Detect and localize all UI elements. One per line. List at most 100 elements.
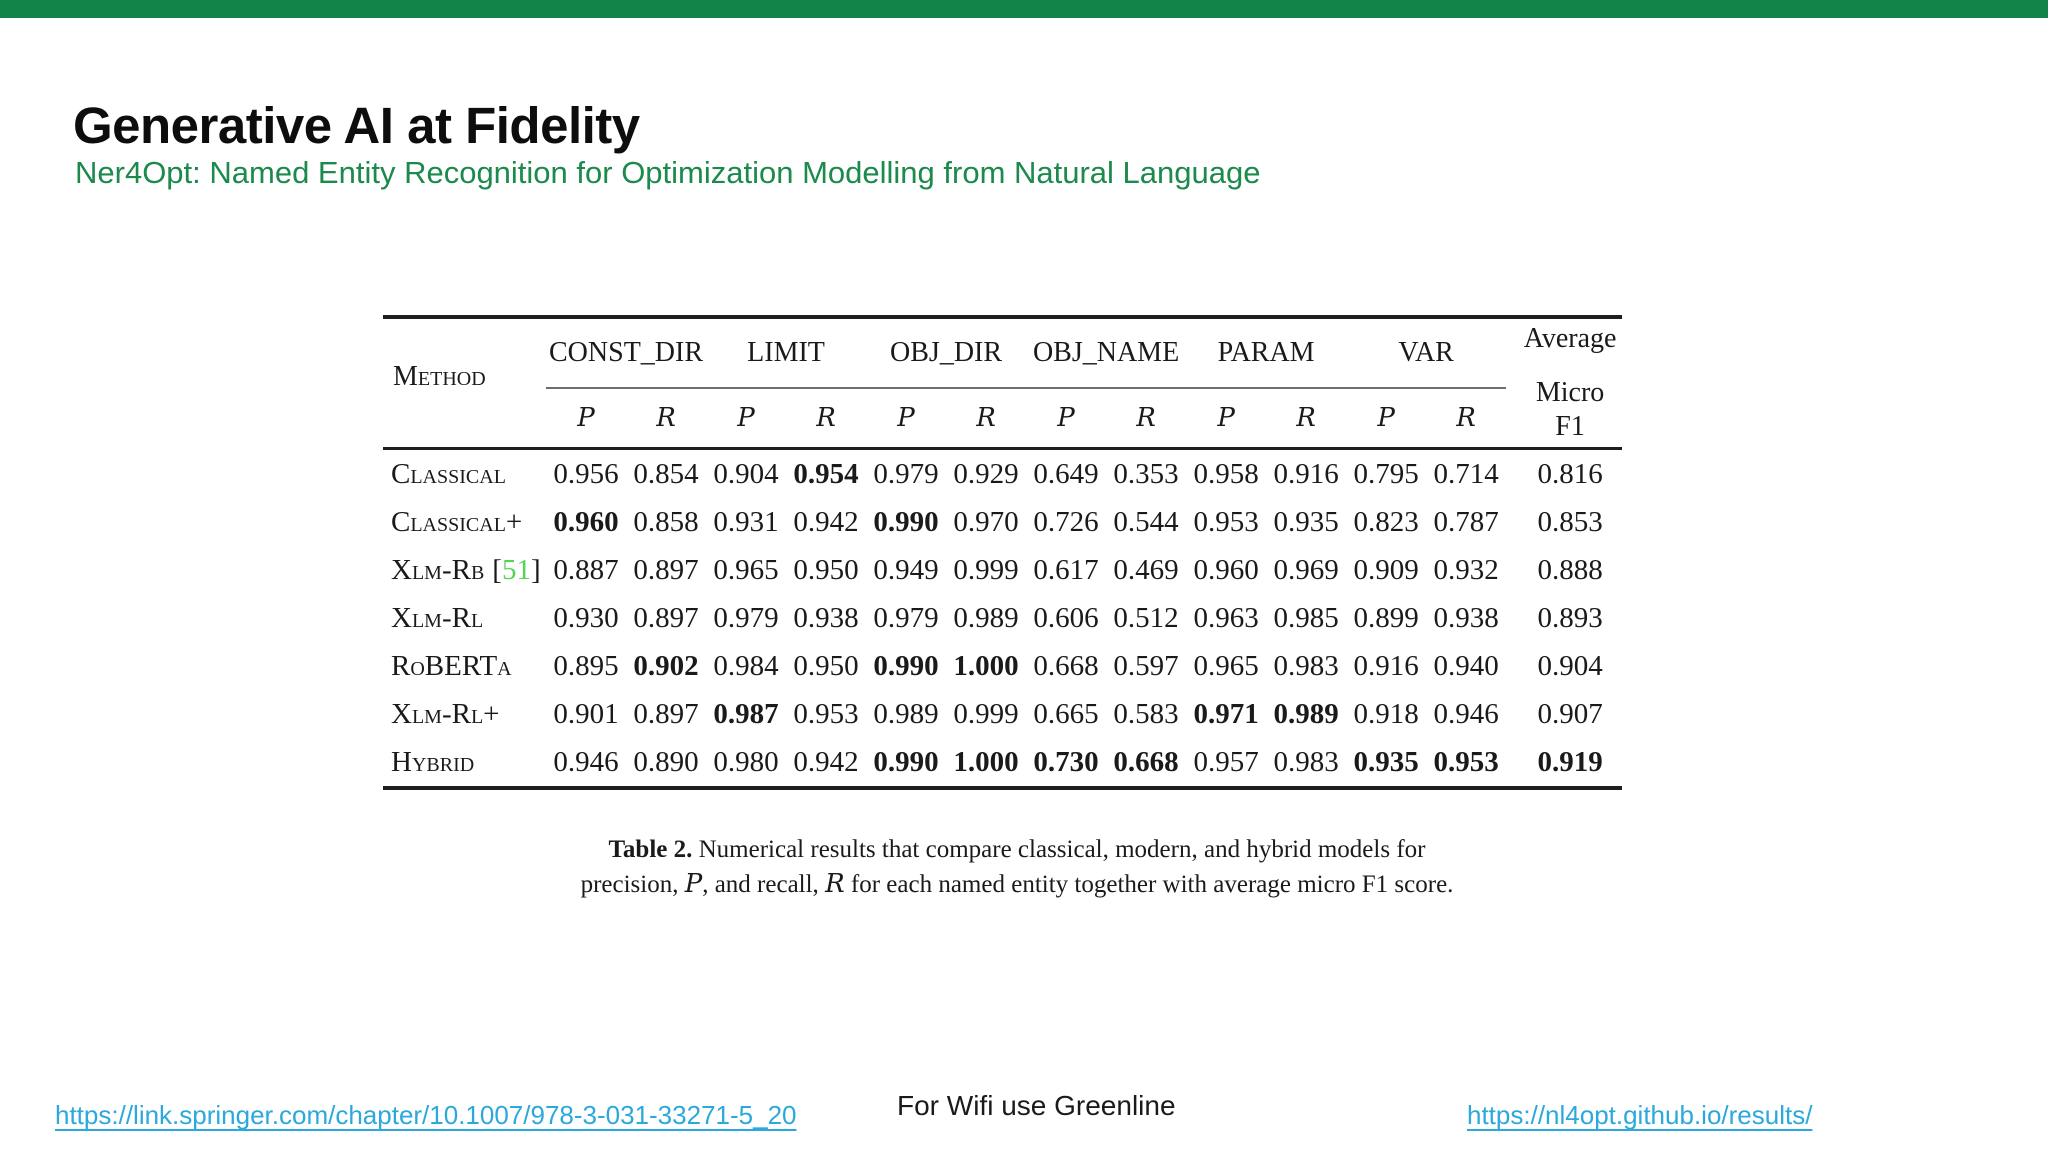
table-row: Xlm-Rl 0.930 0.897 0.979 0.938 0.979 0.989 0.60… (383, 594, 1622, 642)
value-cell: 0.935 (1273, 505, 1339, 538)
method-cell: RoBERTa (383, 642, 546, 690)
value-cell: 0.897 (633, 697, 699, 730)
value-cell: 0.980 (713, 745, 779, 778)
wifi-note-text: For Wifi use Greenline (897, 1090, 1176, 1121)
value-cell: 0.946 (1433, 697, 1499, 730)
table-body: Classical 0.956 0.854 0.904 0.954 0.979 0.929 0… (383, 449, 1622, 787)
table-row: Classical 0.956 0.854 0.904 0.954 0.979 0.929 0… (383, 449, 1622, 499)
method-cell: Hybrid (383, 738, 546, 786)
value-cell: 0.971 (1193, 697, 1259, 730)
value-cell: 0.953 (793, 697, 859, 730)
value-cell: 0.989 (1273, 697, 1339, 730)
value-cell: 0.979 (873, 601, 939, 634)
value-cell: 0.787 (1433, 505, 1499, 538)
value-cell: 0.916 (1273, 457, 1339, 490)
value-cell: 0.899 (1353, 601, 1419, 634)
method-name: RoBERTa (391, 649, 512, 682)
group-header-obj-name: OBJ_NAME (1026, 319, 1187, 389)
method-cell: Xlm-Rl+ (383, 690, 546, 738)
value-cell: 0.895 (553, 649, 619, 682)
value-cell: 0.469 (1113, 553, 1179, 586)
value-cell: 0.795 (1353, 457, 1419, 490)
value-cell: 0.858 (633, 505, 699, 538)
value-cell: 0.897 (633, 553, 699, 586)
value-cell: 0.953 (1193, 505, 1259, 538)
value-cell: 0.963 (1193, 601, 1259, 634)
value-cell: 0.714 (1433, 457, 1499, 490)
value-cell: 0.979 (873, 457, 939, 490)
value-cell: 0.649 (1033, 457, 1099, 490)
table-header: Method CONST_DIR LIMIT OBJ_DIR OBJ_NAME … (383, 319, 1623, 450)
precision-symbol: P (866, 388, 947, 450)
value-cell: 0.901 (553, 697, 619, 730)
average-f1-cell: 0.816 (1537, 457, 1603, 490)
value-cell: 0.665 (1033, 697, 1099, 730)
caption-line-2: precision, P, and recall, R for each nam… (494, 867, 1540, 902)
value-cell: 0.989 (953, 601, 1019, 634)
value-cell: 0.606 (1033, 601, 1099, 634)
citation-open-bracket: [ (492, 553, 502, 586)
value-cell: 0.617 (1033, 553, 1099, 586)
method-name: Xlm-Rb (391, 553, 485, 586)
method-name: Hybrid (391, 745, 475, 778)
value-cell: 0.970 (953, 505, 1019, 538)
nl4opt-results-link[interactable]: https://nl4opt.github.io/results/ (1467, 1100, 1813, 1130)
value-cell: 0.935 (1353, 745, 1419, 778)
method-cell: Classical (383, 449, 546, 499)
table-row: Xlm-Rl+ 0.901 0.897 0.987 0.953 0.989 0.999 0.6… (383, 690, 1622, 738)
group-header-const-dir: CONST_DIR (546, 319, 707, 389)
results-table: Method CONST_DIR LIMIT OBJ_DIR OBJ_NAME … (383, 315, 1623, 790)
value-cell: 0.512 (1113, 601, 1179, 634)
value-cell: 0.942 (793, 505, 859, 538)
table-row: Xlm-Rb [51] 0.887 0.897 0.965 0.950 0.949 0.999… (383, 546, 1622, 594)
method-cell: Classical+ (383, 498, 546, 546)
caption-label: Table 2. (608, 836, 693, 863)
average-f1-cell: 0.904 (1537, 649, 1603, 682)
method-column-header: Method (383, 319, 546, 450)
top-green-bar (0, 0, 2048, 18)
average-f1-cell: 0.893 (1537, 601, 1603, 634)
average-f1-cell: 0.888 (1537, 553, 1603, 586)
value-cell: 0.956 (553, 457, 619, 490)
citation-close-bracket: ] (530, 553, 541, 586)
value-cell: 0.958 (1193, 457, 1259, 490)
value-cell: 0.999 (953, 697, 1019, 730)
value-cell: 0.999 (953, 553, 1019, 586)
group-header-param: PARAM (1186, 319, 1347, 389)
table-row: Classical+ 0.960 0.858 0.931 0.942 0.990 0.970… (383, 498, 1622, 546)
caption-line-1: Table 2. Numerical results that compare … (494, 832, 1540, 867)
value-cell: 0.953 (1433, 745, 1499, 778)
recall-symbol: R (1426, 388, 1507, 450)
precision-symbol: P (706, 388, 787, 450)
value-cell: 0.983 (1273, 649, 1339, 682)
precision-symbol: P (1186, 388, 1267, 450)
average-f1-cell: 0.907 (1537, 697, 1603, 730)
value-cell: 0.353 (1113, 457, 1179, 490)
table-row: Hybrid 0.946 0.890 0.980 0.942 0.990 1.000 0.73… (383, 738, 1622, 786)
value-cell: 0.960 (1193, 553, 1259, 586)
value-cell: 0.726 (1033, 505, 1099, 538)
caption-text-2b: , and recall, (702, 871, 826, 898)
caption-text-1: Numerical results that compare classical… (692, 836, 1426, 863)
value-cell: 0.950 (793, 649, 859, 682)
page-title: Generative AI at Fidelity (73, 97, 640, 155)
recall-symbol: R (1266, 388, 1347, 450)
average-header-line1: Average (1523, 323, 1617, 354)
value-cell: 0.909 (1353, 553, 1419, 586)
value-cell: 0.946 (553, 745, 619, 778)
value-cell: 0.965 (1193, 649, 1259, 682)
value-cell: 0.987 (713, 697, 779, 730)
precision-symbol: P (1346, 388, 1427, 450)
group-header-obj-dir: OBJ_DIR (866, 319, 1027, 389)
citation: [51] (492, 554, 540, 586)
method-cell: Xlm-Rb [51] (383, 546, 546, 594)
value-cell: 0.984 (713, 649, 779, 682)
group-header-var: VAR (1346, 319, 1507, 389)
value-cell: 0.989 (873, 697, 939, 730)
page-subtitle: Ner4Opt: Named Entity Recognition for Op… (75, 155, 1261, 190)
value-cell: 0.985 (1273, 601, 1339, 634)
value-cell: 0.730 (1033, 745, 1099, 778)
springer-chapter-link[interactable]: https://link.springer.com/chapter/10.100… (55, 1100, 797, 1130)
value-cell: 0.890 (633, 745, 699, 778)
